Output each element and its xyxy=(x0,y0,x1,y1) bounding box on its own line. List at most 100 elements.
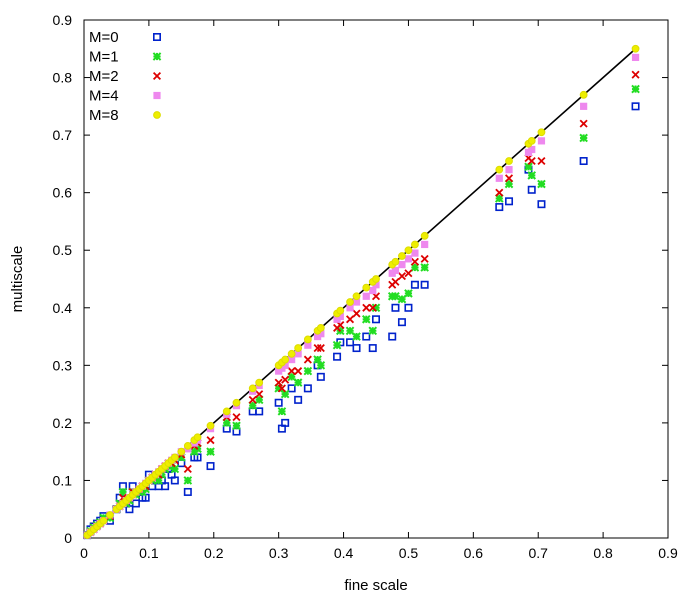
x-tick-label: 0.9 xyxy=(658,545,678,561)
data-point xyxy=(421,240,429,249)
data-point xyxy=(177,447,186,456)
data-point xyxy=(368,303,377,312)
data-point xyxy=(631,70,640,79)
data-point xyxy=(579,157,588,166)
data-point xyxy=(303,366,313,376)
data-point xyxy=(183,487,192,496)
data-point xyxy=(303,355,312,364)
data-point xyxy=(505,157,513,165)
data-point xyxy=(420,231,429,240)
data-point xyxy=(537,179,546,189)
data-point xyxy=(495,165,504,174)
data-point xyxy=(346,338,355,347)
data-point xyxy=(579,133,588,143)
data-point xyxy=(352,298,361,306)
data-point xyxy=(345,326,355,336)
data-point xyxy=(294,350,302,358)
data-point xyxy=(222,407,231,416)
data-point xyxy=(537,128,546,137)
data-point xyxy=(161,482,170,491)
data-point xyxy=(368,344,377,353)
data-point xyxy=(362,292,370,300)
y-tick-label: 0 xyxy=(64,530,72,546)
data-point xyxy=(505,197,514,206)
data-point xyxy=(398,252,406,260)
x-tick-label: 0.4 xyxy=(334,545,354,561)
data-point xyxy=(398,261,406,269)
data-point xyxy=(346,315,355,324)
data-point xyxy=(368,326,378,336)
data-point xyxy=(352,332,361,341)
data-point xyxy=(332,340,342,350)
data-point xyxy=(388,332,397,341)
data-point xyxy=(371,315,380,324)
data-point xyxy=(336,306,345,315)
data-point xyxy=(391,303,400,312)
data-point xyxy=(352,292,361,301)
x-tick-label: 0 xyxy=(80,545,88,561)
data-point xyxy=(527,171,537,180)
data-point xyxy=(303,384,312,393)
data-point xyxy=(504,174,514,183)
x-tick-label: 0.1 xyxy=(139,545,159,561)
data-point xyxy=(404,255,413,263)
y-tick-label: 0.2 xyxy=(53,415,73,431)
data-point xyxy=(316,361,326,370)
data-point xyxy=(170,476,179,485)
data-point xyxy=(106,511,114,519)
y-tick-label: 0.3 xyxy=(53,357,73,373)
y-tick-label: 0.8 xyxy=(53,70,73,86)
data-point xyxy=(255,390,264,399)
y-tick-label: 0.6 xyxy=(53,185,73,201)
data-point xyxy=(255,407,264,416)
data-point xyxy=(579,90,588,99)
data-points xyxy=(82,44,640,540)
data-point xyxy=(274,378,283,387)
legend-marker xyxy=(152,52,162,61)
data-point xyxy=(527,136,536,145)
data-point xyxy=(206,421,215,430)
data-point xyxy=(287,384,296,393)
data-point xyxy=(352,344,361,353)
data-point xyxy=(206,447,215,456)
data-point xyxy=(404,269,413,278)
data-point xyxy=(170,453,179,462)
x-tick-label: 0.7 xyxy=(528,545,548,561)
data-point xyxy=(362,332,371,341)
data-point xyxy=(631,53,640,62)
data-point xyxy=(420,254,429,263)
data-point xyxy=(397,294,407,304)
x-tick-label: 0.2 xyxy=(204,545,224,561)
data-point xyxy=(287,367,296,376)
data-point xyxy=(317,330,325,338)
data-point xyxy=(206,462,215,471)
data-point xyxy=(631,84,640,94)
data-point xyxy=(333,352,342,361)
data-point xyxy=(631,44,640,53)
data-point xyxy=(404,303,413,312)
data-point xyxy=(369,286,377,295)
data-point xyxy=(411,249,419,257)
data-point xyxy=(183,464,192,473)
data-point xyxy=(527,185,536,194)
data-point xyxy=(336,312,344,321)
data-point xyxy=(537,200,546,209)
data-point xyxy=(293,378,303,387)
y-axis-title: multiscale xyxy=(9,246,26,313)
data-point xyxy=(304,341,312,349)
data-point xyxy=(391,266,400,274)
data-point xyxy=(303,335,312,344)
data-point xyxy=(346,304,354,312)
data-point xyxy=(391,277,400,286)
data-point xyxy=(183,442,192,450)
data-point xyxy=(391,291,400,301)
data-point xyxy=(294,367,303,376)
data-point xyxy=(537,156,546,166)
data-point xyxy=(288,355,296,364)
data-point xyxy=(255,378,264,387)
data-point xyxy=(397,318,406,327)
data-point xyxy=(362,303,371,312)
data-point xyxy=(420,263,429,272)
data-point xyxy=(281,361,289,369)
